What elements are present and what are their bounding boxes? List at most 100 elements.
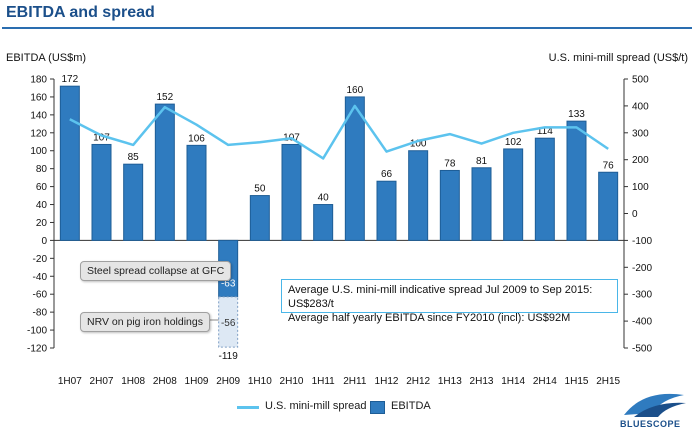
right-tick-label: -200 <box>632 263 652 274</box>
ebitda-bar-2H11 <box>344 96 365 241</box>
bar-value-label: 76 <box>603 160 615 171</box>
ebitda-bar-1H09 <box>186 144 207 241</box>
x-tick-label: 2H14 <box>533 376 557 387</box>
bar-value-label: 114 <box>537 126 553 137</box>
bar-value-label: 100 <box>410 139 427 150</box>
ebitda-bar-1H08 <box>123 163 144 241</box>
left-tick-label: -40 <box>33 272 48 283</box>
left-tick-label: 160 <box>30 92 47 103</box>
x-tick-label: 2H10 <box>280 376 304 387</box>
ebitda-bar-2H13 <box>471 167 492 241</box>
left-tick-label: -80 <box>33 308 48 319</box>
legend-spread-line-icon <box>237 406 259 409</box>
bar-value-label: -119 <box>219 351 239 362</box>
bar-value-label: 78 <box>444 158 456 169</box>
bar-value-label: 152 <box>156 92 173 103</box>
info-line-ebitda: Average half yearly EBITDA since FY2010 … <box>288 312 571 324</box>
title-divider <box>2 27 692 29</box>
x-tick-label: 1H10 <box>248 376 272 387</box>
ebitda-bar-1H15 <box>566 120 587 241</box>
right-axis-title: U.S. mini-mill spread (US$/t) <box>548 52 688 64</box>
x-tick-label: 1H13 <box>438 376 462 387</box>
x-tick-label: 2H07 <box>90 376 114 387</box>
ebitda-bar-2H14 <box>534 137 555 241</box>
left-tick-label: 100 <box>30 146 47 157</box>
bar-value-label: 102 <box>505 137 522 148</box>
x-tick-label: 1H14 <box>501 376 525 387</box>
x-tick-label: 1H08 <box>121 376 145 387</box>
x-tick-label: 2H09 <box>216 376 240 387</box>
left-tick-label: 0 <box>41 236 47 247</box>
ebitda-bar-1H14 <box>503 148 524 241</box>
average-info-box: Average U.S. mini-mill indicative spread… <box>281 279 618 324</box>
bluescope-logo-icon <box>624 393 686 417</box>
bar-value-label: 85 <box>128 152 140 163</box>
bar-value-label: 107 <box>93 132 110 143</box>
right-tick-label: -500 <box>632 344 652 355</box>
bar-value-label: 106 <box>188 133 205 144</box>
left-axis-title: EBITDA (US$m) <box>6 52 87 64</box>
ebitda-bar-1H07 <box>59 85 80 241</box>
x-tick-label: 1H07 <box>58 376 82 387</box>
left-tick-label: 80 <box>36 164 48 175</box>
bar-value-label: 172 <box>61 74 78 85</box>
right-tick-label: 200 <box>632 155 649 166</box>
left-tick-label: 180 <box>30 75 47 86</box>
right-tick-label: 300 <box>632 128 649 139</box>
left-tick-label: -100 <box>27 326 47 337</box>
left-tick-label: -120 <box>27 344 47 355</box>
ebitda-bar-2H07 <box>91 143 112 241</box>
left-tick-label: 120 <box>30 128 47 139</box>
x-tick-label: 2H13 <box>470 376 494 387</box>
ebitda-bar-2H12 <box>408 150 429 241</box>
ebitda-bar-1H13 <box>439 169 460 241</box>
x-tick-label: 2H11 <box>343 376 367 387</box>
bar-value-label: 50 <box>254 184 266 195</box>
left-tick-label: -20 <box>33 254 48 265</box>
page-title: EBITDA and spread <box>6 4 155 21</box>
chart-legend: U.S. mini-mill spread EBITDA <box>0 400 696 416</box>
bar-value-label: 66 <box>381 169 393 180</box>
ebitda-bar-2H10 <box>281 143 302 241</box>
logo-text: BLUESCOPE <box>620 419 681 429</box>
spread-series-line <box>69 104 609 160</box>
left-tick-label: 140 <box>30 110 47 121</box>
right-tick-label: 0 <box>632 209 638 220</box>
right-tick-label: 100 <box>632 182 649 193</box>
x-tick-label: 1H09 <box>185 376 209 387</box>
left-tick-label: 40 <box>36 200 48 211</box>
segment-label-spread-collapse: -63 <box>221 279 236 290</box>
legend-spread-label: U.S. mini-mill spread <box>265 400 367 412</box>
x-tick-label: 2H15 <box>596 376 620 387</box>
x-tick-label: 2H08 <box>153 376 177 387</box>
callout-steel-spread-collapse: Steel spread collapse at GFC <box>80 261 232 281</box>
ebitda-bar-1H10 <box>249 195 270 241</box>
x-tick-label: 2H12 <box>406 376 430 387</box>
ebitda-bar-2H15 <box>598 171 619 241</box>
segment-label-nrv: -56 <box>221 318 236 329</box>
bar-value-label: 81 <box>476 156 488 167</box>
bar-value-label: 40 <box>318 193 330 204</box>
callout-nrv-pig-iron: NRV on pig iron holdings <box>80 312 210 332</box>
left-tick-label: 20 <box>36 218 48 229</box>
ebitda-bar-2H08 <box>154 103 175 241</box>
x-tick-label: 1H11 <box>312 376 336 387</box>
ebitda-bar-1H12 <box>376 180 397 241</box>
left-tick-label: 60 <box>36 182 48 193</box>
right-tick-label: -100 <box>632 236 652 247</box>
right-tick-label: 500 <box>632 75 649 86</box>
x-tick-label: 1H15 <box>565 376 589 387</box>
bar-value-label: 133 <box>568 109 585 120</box>
bar-2H09-nrv <box>218 296 239 348</box>
bar-value-label: 160 <box>346 85 363 96</box>
right-tick-label: -400 <box>632 317 652 328</box>
info-line-spread: Average U.S. mini-mill indicative spread… <box>288 284 593 310</box>
legend-ebitda-swatch-icon <box>370 401 385 414</box>
x-tick-label: 1H12 <box>375 376 399 387</box>
left-tick-label: -60 <box>33 290 48 301</box>
right-tick-label: -300 <box>632 290 652 301</box>
right-tick-label: 400 <box>632 101 649 112</box>
legend-ebitda-label: EBITDA <box>391 400 431 412</box>
ebitda-bar-1H11 <box>313 204 334 241</box>
